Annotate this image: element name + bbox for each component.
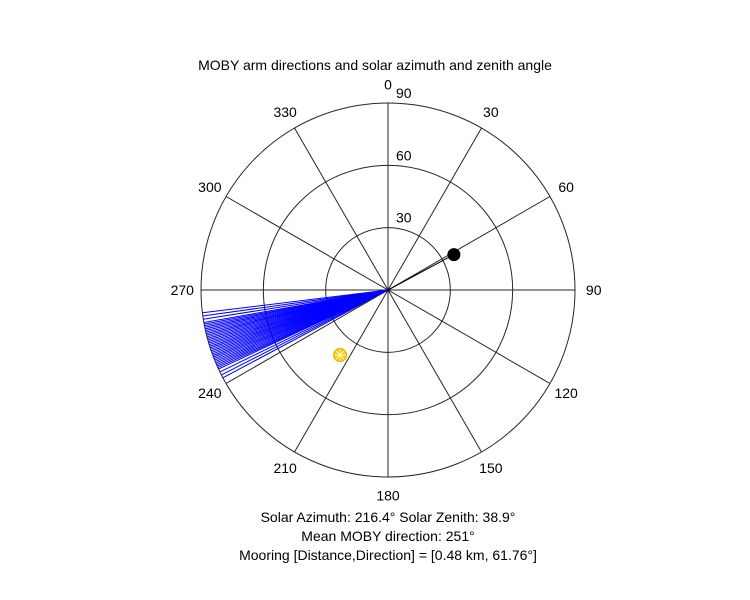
sun-ray <box>339 354 345 360</box>
arm-direction-line <box>202 289 389 317</box>
theta-tick-label: 90 <box>586 282 602 298</box>
solar-angles-caption: Solar Azimuth: 216.4° Solar Zenith: 38.9… <box>260 509 516 525</box>
theta-tick-label: 30 <box>483 104 499 120</box>
arm-direction-line <box>203 289 389 320</box>
theta-tick-label: 180 <box>376 488 400 504</box>
r-tick-label: 60 <box>396 147 412 163</box>
theta-tick-label: 210 <box>273 460 297 476</box>
theta-tick-label: 270 <box>171 282 195 298</box>
r-tick-label: 30 <box>396 210 412 226</box>
theta-tick-label: 150 <box>479 460 503 476</box>
mooring-direction-line <box>387 254 455 291</box>
arm-direction-line <box>221 289 389 376</box>
theta-tick-label: 300 <box>198 179 222 195</box>
theta-tick-label: 240 <box>198 385 222 401</box>
sun-ray <box>335 354 341 360</box>
theta-tick-label: 120 <box>554 385 578 401</box>
theta-tick-label: 0 <box>384 76 392 92</box>
arm-direction-line <box>222 289 389 379</box>
arm-direction-line <box>202 289 389 314</box>
r-tick-label: 90 <box>396 85 412 101</box>
chart-title: MOBY arm directions and solar azimuth an… <box>198 57 552 73</box>
mooring-caption: Mooring [Distance,Direction] = [0.48 km,… <box>239 547 537 563</box>
sun-ray <box>335 350 341 356</box>
sun-ray <box>339 350 345 356</box>
mooring-point <box>447 248 461 262</box>
arm-direction-line <box>219 289 389 373</box>
mean-direction-caption: Mean MOBY direction: 251° <box>301 528 475 544</box>
theta-tick-label: 60 <box>558 179 574 195</box>
arm-direction-line <box>203 289 389 323</box>
theta-tick-label: 330 <box>273 104 297 120</box>
sun-icon <box>333 348 348 363</box>
